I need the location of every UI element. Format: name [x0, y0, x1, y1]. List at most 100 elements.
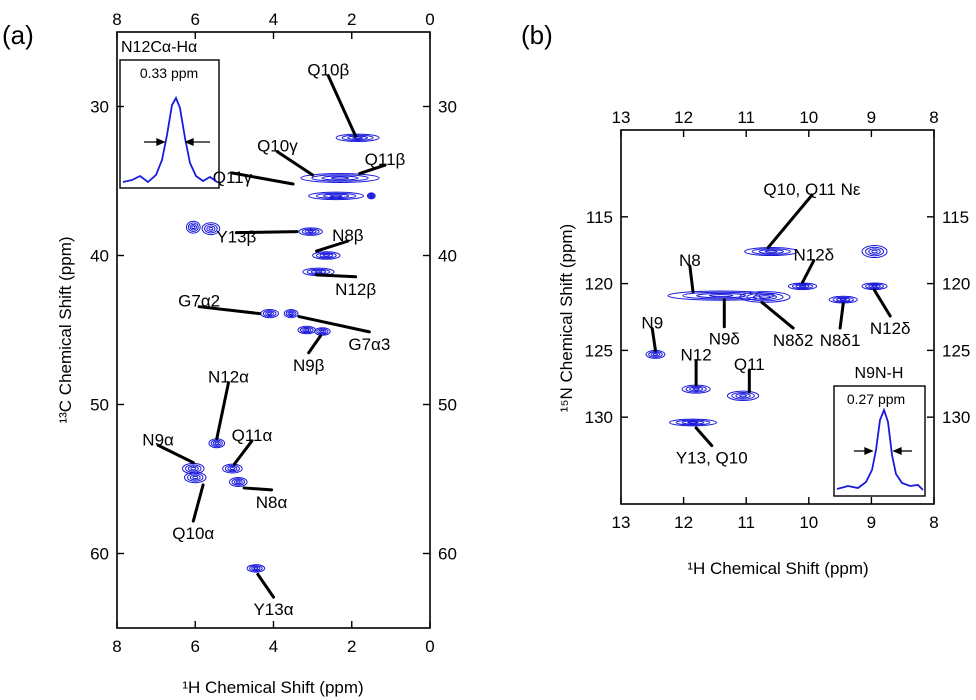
peak-contour: [185, 220, 201, 234]
contour-level: [314, 327, 331, 336]
contour-level: [681, 420, 705, 425]
contour-level: [318, 329, 327, 334]
contour-level: [687, 421, 699, 424]
annotation-leader: [766, 193, 814, 250]
x-tick-label-bottom: 2: [347, 637, 356, 656]
contour-level: [289, 312, 294, 316]
contour-level: [689, 386, 704, 392]
contour-level: [868, 248, 881, 255]
annotation-leader: [873, 288, 892, 318]
x-tick-label-bottom: 6: [191, 637, 200, 656]
x-tick-label-top: 9: [867, 108, 876, 127]
annotation-label: N8α: [256, 493, 288, 512]
annotation-leader: [197, 305, 262, 316]
contour-level: [190, 466, 197, 471]
y-tick-label-right: 40: [438, 247, 457, 266]
contour-level: [798, 285, 807, 288]
annotation-leader: [688, 264, 695, 294]
contour-level: [682, 291, 760, 300]
contour-level: [319, 253, 334, 258]
contour-level: [758, 249, 784, 254]
peak-contour: [297, 325, 317, 335]
x-tick-label-top: 11: [737, 108, 755, 127]
x-tick-label-top: 12: [674, 108, 693, 127]
annotation-leader: [358, 163, 387, 176]
annotation-leader: [297, 315, 371, 334]
contour-level: [298, 227, 323, 236]
contour-level: [267, 312, 273, 316]
annotation-label: N9δ: [709, 330, 740, 349]
contour-level: [752, 294, 777, 300]
peak-contour: [308, 191, 364, 201]
peak-annotation: N12α: [208, 368, 249, 441]
panel-a-annotations: Q10β Q10γ Q11β Q11γ Y13β N8β N12β G7α2 G7α3 N9β N1…: [142, 61, 405, 619]
panel-b-inset-width-arrows: [854, 447, 912, 455]
annotation-label: N8β: [332, 226, 364, 245]
annotation-label: N12δ: [870, 319, 911, 338]
peak-annotation: N8β: [315, 226, 364, 253]
panel-b-y-axis-label: ¹⁵N Chemical Shift (ppm): [557, 224, 576, 412]
peak-contour: [300, 173, 380, 183]
contour-level: [187, 473, 204, 482]
annotation-label: Q11: [734, 355, 765, 374]
peak-annotation: N12δ: [870, 288, 911, 338]
panel-a-inset-lineshape: [122, 95, 218, 184]
x-tick-label-top: 8: [112, 10, 121, 29]
contour-level: [746, 292, 784, 302]
y-tick-label-left: 40: [90, 247, 109, 266]
contour-level: [300, 173, 380, 183]
peak-contour: [228, 477, 248, 487]
peak-annotation: Q10β: [307, 61, 358, 138]
peak-annotation: N8δ1: [820, 302, 861, 350]
contour-level: [369, 194, 373, 198]
contour-level: [235, 480, 241, 484]
panel-a-inset-title: N12Cα-Hα: [121, 39, 197, 56]
annotation-label: N8: [679, 251, 701, 270]
annotation-leader: [315, 239, 350, 253]
contour-level: [253, 567, 259, 570]
panel-b-inset-frame: [833, 385, 926, 497]
x-tick-label-top: 8: [929, 108, 938, 127]
y-tick-label-left: 30: [90, 98, 109, 117]
contour-level: [329, 194, 343, 198]
peak-contour: [260, 309, 279, 319]
peak-contour: [314, 327, 331, 336]
y-tick-label-left: 50: [90, 396, 109, 415]
annotation-label: N9β: [293, 356, 325, 375]
contour-level: [758, 295, 771, 299]
annotation-leader: [230, 171, 295, 186]
panel-b-frame: [620, 129, 935, 505]
annotation-leader: [326, 74, 358, 138]
contour-level: [861, 245, 888, 259]
peak-contour: [726, 390, 760, 401]
contour-level: [335, 133, 380, 143]
y-tick-label-right: 125: [942, 341, 970, 360]
annotation-leader: [650, 327, 657, 352]
peak-annotation: G7α3: [297, 315, 390, 354]
y-tick-label-left: 60: [90, 545, 109, 564]
annotation-label: N12α: [208, 368, 249, 387]
peak-contour: [861, 282, 888, 291]
annotation-leader: [242, 486, 274, 492]
x-tick-label-top: 4: [269, 10, 278, 29]
contour-level: [229, 467, 236, 471]
contour-level: [739, 291, 791, 303]
peak-annotation: N9β: [293, 334, 325, 375]
annotation-label: N9α: [142, 430, 174, 449]
contour-level: [865, 246, 885, 257]
contour-level: [751, 248, 791, 255]
annotation-label: G7α3: [348, 335, 390, 354]
annotation-label: N8δ1: [820, 331, 861, 350]
annotation-label: N8δ2: [773, 331, 814, 350]
panel-a-peaks: [182, 133, 380, 573]
peak-annotation: N9: [641, 314, 663, 352]
annotation-label: N12δ: [793, 246, 834, 265]
y-tick-label-right: 30: [438, 98, 457, 117]
peak-contour: [312, 251, 341, 260]
peak-annotation: Q11: [734, 355, 765, 394]
contour-level: [744, 247, 799, 257]
peak-contour: [744, 247, 799, 257]
contour-level: [341, 134, 374, 141]
contour-level: [304, 229, 317, 234]
